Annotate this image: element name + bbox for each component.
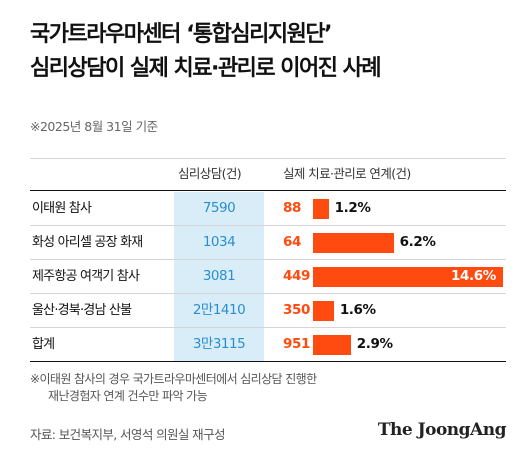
counseling-count: 1034: [202, 234, 236, 250]
rate-label: 6.2%: [399, 234, 436, 250]
rate-bar: [313, 233, 394, 253]
linked-count: 64: [283, 234, 301, 250]
table-top-rule: [30, 158, 506, 159]
source-note: 자료: 보건복지부, 서영석 의원실 재구성: [30, 427, 225, 442]
row-name: 이태원 참사: [32, 201, 92, 216]
row-name: 합계: [32, 337, 55, 352]
linked-count: 449: [283, 268, 310, 284]
date-note: ※2025년 8월 31일 기준: [30, 119, 158, 134]
row-name: 울산·경북·경남 산불: [32, 303, 132, 318]
counseling-cell-bg: [174, 192, 264, 225]
linked-count: 951: [283, 336, 310, 352]
counseling-cell-bg: [174, 294, 264, 327]
header-rule: [30, 190, 506, 191]
chart-title: 국가트라우마센터 ‘통합심리지원단’ 심리상담이 실제 치료·관리로 이어진 사…: [30, 18, 520, 86]
linked-count: 88: [283, 200, 301, 216]
title-line-2: 심리상담이 실제 치료·관리로 이어진 사례: [30, 56, 382, 81]
row-name: 제주항공 여객기 참사: [32, 269, 140, 284]
counseling-cell-bg: [174, 226, 264, 259]
counseling-count: 3081: [202, 268, 236, 284]
header-counseling: 심리상담(건): [178, 166, 242, 181]
row-rule: [30, 259, 506, 260]
header-linked: 실제 치료·관리로 연계(건): [283, 166, 411, 181]
row-rule: [30, 361, 506, 362]
rate-bar: [313, 301, 334, 321]
counseling-count: 3만3115: [192, 336, 246, 352]
row-rule: [30, 225, 506, 226]
row-rule: [30, 327, 506, 328]
rate-bar: [313, 335, 351, 355]
counseling-count: 7590: [202, 200, 236, 216]
rate-bar: [313, 199, 329, 219]
footnote-line-2: 재난경험자 연계 건수만 파악 가능: [48, 389, 208, 403]
rate-label: 2.9%: [356, 336, 393, 352]
footnote: ※이태원 참사의 경우 국가트라우마센터에서 심리상담 진행한 재난경험자 연계…: [30, 371, 317, 405]
brand-logo: The JoongAng: [377, 420, 507, 440]
rate-bar: [313, 267, 503, 287]
title-line-1: 국가트라우마센터 ‘통합심리지원단’: [30, 22, 332, 47]
row-rule: [30, 293, 506, 294]
rate-label: 14.6%: [451, 268, 496, 284]
linked-count: 350: [283, 302, 310, 318]
counseling-count: 2만1410: [192, 302, 246, 318]
counseling-cell-bg: [174, 328, 264, 361]
rate-label: 1.2%: [334, 200, 371, 216]
footnote-line-1: ※이태원 참사의 경우 국가트라우마센터에서 심리상담 진행한: [30, 372, 317, 386]
row-name: 화성 아리셀 공장 화재: [32, 235, 143, 250]
rate-label: 1.6%: [339, 302, 376, 318]
counseling-cell-bg: [174, 260, 264, 293]
